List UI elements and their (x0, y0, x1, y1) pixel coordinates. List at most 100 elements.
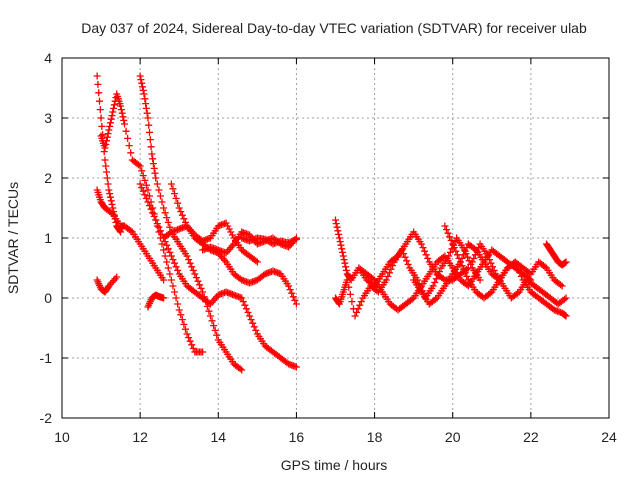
data-point (185, 334, 193, 342)
x-tick-label: 12 (132, 429, 148, 445)
data-point (236, 365, 244, 373)
data-point (369, 275, 377, 283)
data-point (125, 142, 133, 150)
data-point (108, 112, 116, 120)
data-point (205, 307, 213, 315)
data-point (194, 277, 202, 285)
data-point (351, 312, 359, 320)
series-track-k (238, 234, 300, 248)
data-point (291, 296, 299, 304)
data-point (389, 262, 397, 270)
data-point (464, 253, 472, 261)
data-point (144, 114, 152, 122)
data-point (149, 160, 157, 168)
data-point (435, 268, 443, 276)
data-point (109, 204, 117, 212)
data-point (345, 283, 353, 291)
data-point (148, 150, 156, 158)
data-point (98, 122, 106, 130)
data-point (107, 209, 115, 217)
data-point (442, 226, 450, 234)
data-point (180, 320, 188, 328)
data-point (175, 306, 183, 314)
data-point (144, 198, 152, 206)
data-point (110, 104, 118, 112)
data-point (104, 130, 112, 138)
data-point (135, 161, 143, 169)
data-point (113, 273, 121, 281)
series-track-i (160, 219, 261, 266)
data-point (470, 254, 478, 262)
data-point (385, 269, 393, 277)
data-point (169, 185, 177, 193)
data-point (151, 169, 159, 177)
data-point (152, 174, 160, 182)
data-point (335, 234, 343, 242)
data-point (560, 295, 568, 303)
data-point (353, 308, 361, 316)
data-point (514, 265, 522, 273)
data-point (153, 220, 161, 228)
data-point (110, 101, 118, 109)
data-point (208, 317, 216, 325)
data-point (341, 259, 349, 267)
data-point (185, 256, 193, 264)
data-point (422, 251, 430, 259)
data-point (101, 144, 109, 152)
data-point (137, 76, 145, 84)
data-point (108, 200, 116, 208)
data-point (403, 257, 411, 265)
data-point (103, 133, 111, 141)
data-point (144, 186, 152, 194)
data-point (106, 119, 114, 127)
data-point (346, 290, 354, 298)
data-point (285, 282, 293, 290)
data-point (99, 131, 107, 139)
x-axis-label: GPS time / hours (281, 457, 388, 473)
data-point (288, 237, 296, 245)
data-point (429, 282, 437, 290)
data-point (136, 162, 144, 170)
data-point (163, 258, 171, 266)
data-point (562, 294, 570, 302)
data-point (192, 274, 200, 282)
data-point (382, 276, 390, 284)
data-point (156, 192, 164, 200)
grid-lines (62, 58, 609, 418)
data-point (153, 180, 161, 188)
data-point (102, 162, 110, 170)
data-point (292, 363, 300, 371)
data-point (441, 222, 449, 230)
data-point (288, 289, 296, 297)
data-point (117, 228, 125, 236)
data-point (142, 100, 150, 108)
data-point (489, 263, 497, 271)
data-point (163, 241, 171, 249)
data-point (152, 216, 160, 224)
data-point (196, 281, 204, 289)
data-point (199, 288, 207, 296)
data-point (247, 316, 255, 324)
data-point (141, 191, 149, 199)
series-track-c (93, 273, 121, 296)
x-tick-label: 10 (54, 429, 70, 445)
data-point (141, 176, 149, 184)
data-point (124, 134, 132, 142)
data-point (460, 251, 468, 259)
data-point (142, 104, 150, 112)
data-point (253, 258, 261, 266)
data-point (431, 278, 439, 286)
data-point (421, 247, 429, 255)
data-point (339, 248, 347, 256)
data-point (97, 114, 105, 122)
data-point (172, 263, 180, 271)
data-point (517, 272, 525, 280)
data-point (210, 322, 218, 330)
data-point (100, 148, 108, 156)
data-point (120, 116, 128, 124)
data-point (332, 216, 339, 224)
data-point (471, 251, 479, 259)
data-point (142, 181, 150, 189)
data-point (432, 275, 440, 283)
